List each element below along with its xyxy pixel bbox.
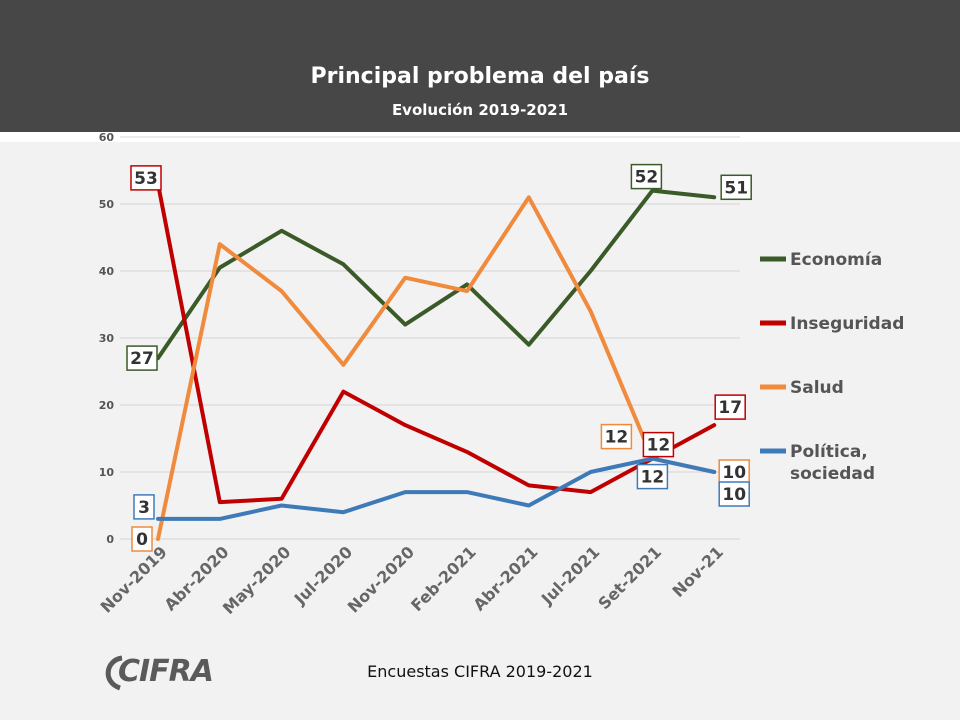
data-label-box — [642, 431, 675, 458]
series-line-1 — [156, 181, 717, 505]
data-label-box — [130, 165, 162, 191]
x-tick-label: Nov-2019 — [97, 542, 171, 616]
data-label: 12 — [641, 468, 665, 488]
data-label: 17 — [718, 398, 742, 418]
data-label-box — [718, 459, 750, 485]
data-label: 10 — [722, 485, 746, 505]
data-label-box — [133, 494, 155, 520]
data-label: 52 — [635, 168, 659, 188]
data-label-box — [600, 423, 633, 450]
x-tick-label: Jul-2020 — [290, 542, 356, 608]
data-label: 53 — [134, 169, 158, 189]
data-label: 12 — [647, 436, 671, 456]
series-line-3 — [156, 456, 717, 521]
title-banner — [0, 0, 960, 132]
data-label-box — [636, 463, 669, 490]
legend-label: Salud — [790, 378, 844, 398]
x-tick-label: Nov-21 — [669, 542, 727, 600]
data-label-box — [718, 481, 750, 507]
data-label-box — [630, 163, 663, 190]
y-tick-label: 10 — [99, 466, 115, 479]
y-tick-label: 60 — [99, 131, 115, 144]
y-tick-label: 50 — [99, 198, 115, 211]
series-line-0 — [156, 188, 717, 361]
data-label: 3 — [138, 498, 150, 518]
series-line-2 — [156, 195, 717, 541]
data-label-box — [131, 526, 153, 552]
legend-label: Inseguridad — [790, 314, 904, 334]
chart-title: Principal problema del país — [310, 64, 650, 89]
data-label: 12 — [605, 428, 629, 448]
chart-subtitle: Evolución 2019-2021 — [391, 101, 569, 119]
x-tick-label: Nov-2020 — [344, 542, 418, 616]
y-tick-label: 30 — [99, 332, 115, 345]
x-tick-label: Set-2021 — [594, 542, 665, 613]
data-label-box — [720, 174, 752, 201]
y-tick-label: 20 — [99, 399, 115, 412]
y-tick-label: 0 — [106, 533, 114, 546]
cifra-logo: CIFRA — [100, 652, 214, 692]
x-tick-label: Feb-2021 — [407, 542, 480, 615]
x-tick-label: Jul-2021 — [537, 542, 603, 608]
data-label-box — [126, 345, 158, 371]
legend-label: Política, sociedad — [790, 442, 875, 484]
data-label: 51 — [724, 178, 748, 198]
source-note: Encuestas CIFRA 2019-2021 — [367, 662, 593, 681]
legend-label: Economía — [790, 250, 882, 270]
y-tick-label: 40 — [99, 265, 115, 278]
data-label: 10 — [722, 463, 746, 483]
data-label-box — [714, 394, 746, 420]
data-label: 27 — [130, 349, 154, 369]
x-tick-label: Abr-2021 — [470, 542, 542, 614]
data-label: 0 — [136, 530, 148, 550]
